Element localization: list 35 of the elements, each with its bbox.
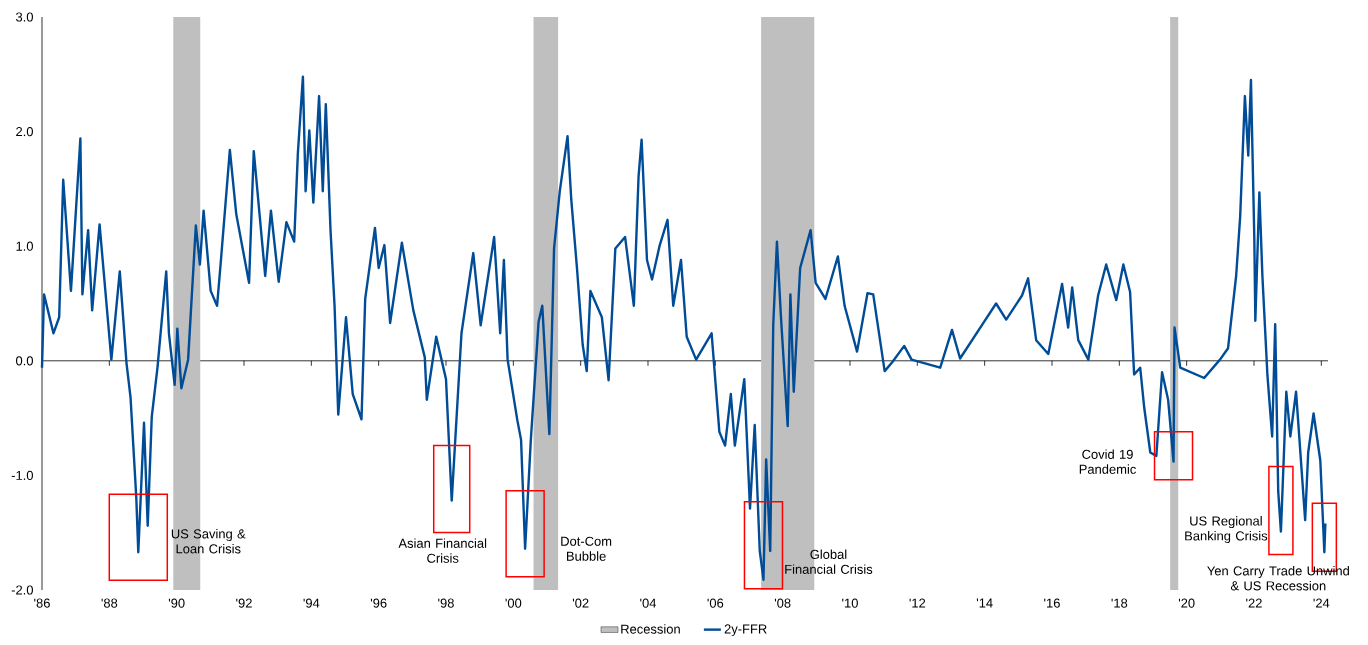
x-tick-label: '04 <box>640 598 657 608</box>
x-tick-label: '18 <box>1111 598 1128 608</box>
annotation: Dot-Com Bubble <box>561 536 612 561</box>
y-tick-label: 2.0 <box>16 127 33 137</box>
x-tick-label: '16 <box>1044 598 1060 608</box>
x-tick-label: '08 <box>774 598 791 608</box>
annotation: US Saving & Loan Crisis <box>171 528 246 554</box>
x-tick-label: '94 <box>303 598 320 608</box>
x-tick-label: '14 <box>976 598 993 608</box>
x-tick-label: '90 <box>168 598 185 608</box>
x-tick-label: '10 <box>842 598 858 608</box>
x-tick-label: '88 <box>101 598 118 608</box>
legend-label: 2y-FFR <box>724 624 767 637</box>
x-tick-label: '00 <box>505 598 522 608</box>
y-tick-label: 3.0 <box>15 12 33 22</box>
x-tick-label: '98 <box>438 598 454 608</box>
annotation: Yen Carry Trade Unwind & US Recession <box>1207 565 1349 591</box>
x-tick-label: '20 <box>1178 598 1195 608</box>
legend-label: Recession <box>621 624 680 634</box>
x-tick-label: '22 <box>1246 598 1262 608</box>
x-tick-label: '24 <box>1313 598 1330 608</box>
x-tick-label: '86 <box>34 598 50 608</box>
annotation: Covid 19 Pandemic <box>1079 449 1136 474</box>
x-tick-label: '96 <box>370 598 387 608</box>
annotation: Asian Financial Crisis <box>398 538 487 563</box>
x-tick-label: '02 <box>572 598 589 608</box>
x-tick-label: '92 <box>236 598 252 608</box>
y-tick-label: 1.0 <box>16 241 33 251</box>
annotation: Global Financial Crisis <box>785 549 873 574</box>
annotation: US Regional Banking Crisis <box>1185 516 1268 544</box>
x-tick-label: '12 <box>909 598 926 608</box>
x-tick-label: '06 <box>707 598 724 608</box>
y-tick-label: -1.0 <box>11 470 33 480</box>
y-tick-label: -2.0 <box>11 585 33 595</box>
y-tick-label: 0.0 <box>15 356 33 366</box>
